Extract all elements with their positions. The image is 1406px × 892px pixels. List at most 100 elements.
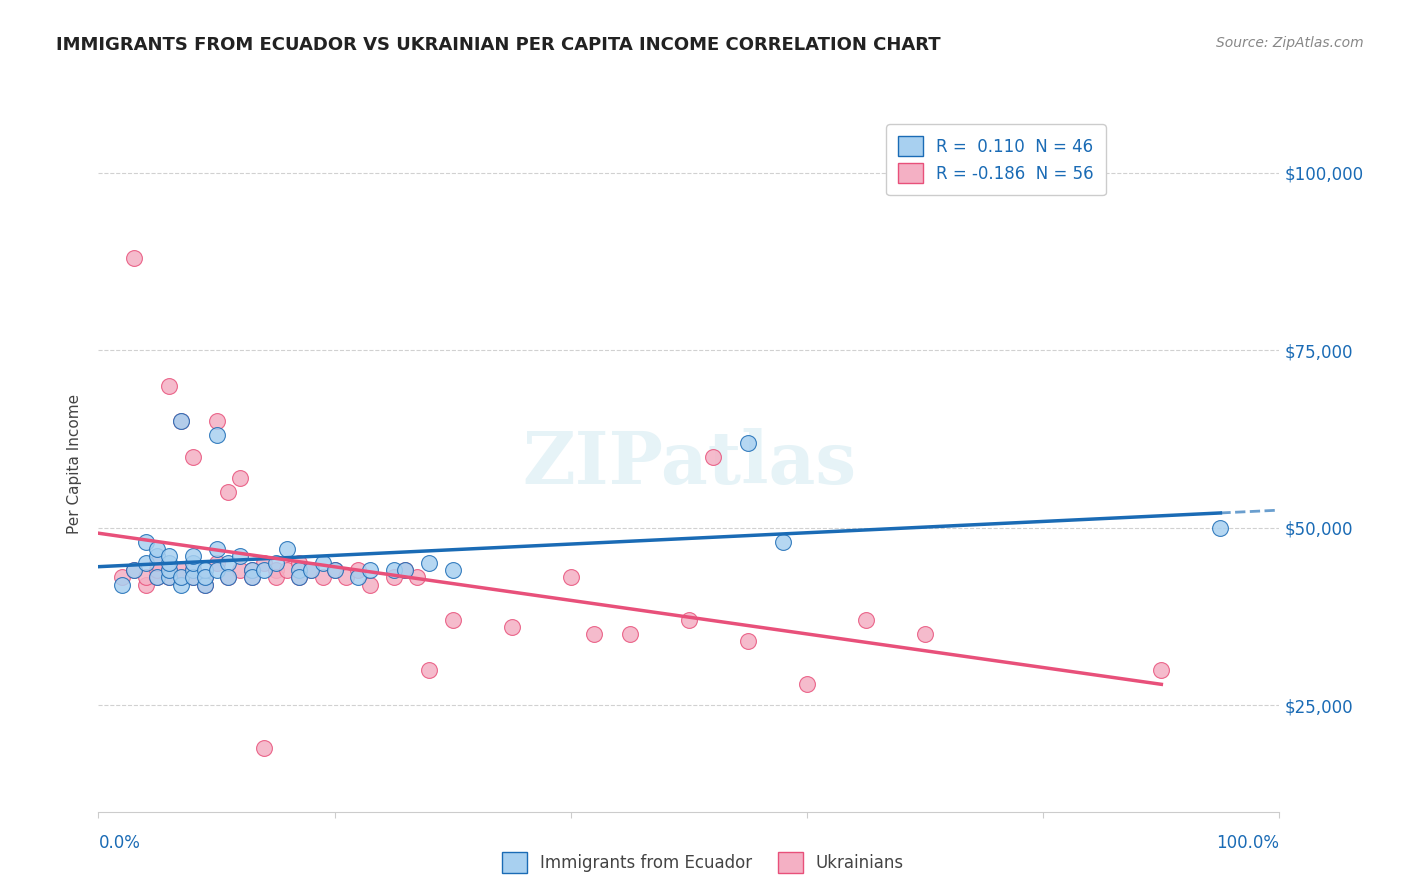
Point [111,570,134,584]
Point [157,563,180,577]
Point [194,577,217,591]
Point [170,570,193,584]
Point [146,570,169,584]
Point [702,450,724,464]
Point [157,563,180,577]
Point [264,556,287,570]
Point [170,570,193,584]
Legend: Immigrants from Ecuador, Ukrainians: Immigrants from Ecuador, Ukrainians [495,846,911,880]
Point [253,563,276,577]
Point [181,549,204,563]
Point [146,549,169,563]
Point [194,570,217,584]
Point [146,542,169,557]
Point [772,535,794,549]
Point [170,577,193,591]
Point [347,563,370,577]
Point [347,570,370,584]
Point [205,563,228,577]
Y-axis label: Per Capita Income: Per Capita Income [67,393,83,534]
Text: ZIPatlas: ZIPatlas [522,428,856,500]
Point [418,556,440,570]
Point [394,563,416,577]
Point [217,570,239,584]
Point [312,570,335,584]
Point [323,563,346,577]
Point [299,563,322,577]
Point [253,556,276,570]
Point [796,677,818,691]
Point [157,556,180,570]
Point [240,570,263,584]
Point [560,570,582,584]
Point [418,663,440,677]
Text: Source: ZipAtlas.com: Source: ZipAtlas.com [1216,36,1364,50]
Point [135,535,157,549]
Point [181,563,204,577]
Point [135,577,157,591]
Point [323,563,346,577]
Point [194,570,217,584]
Point [135,570,157,584]
Text: 0.0%: 0.0% [98,834,141,852]
Point [135,556,157,570]
Point [122,563,145,577]
Point [181,556,204,570]
Point [288,570,311,584]
Point [253,740,276,755]
Point [678,613,700,627]
Point [146,563,169,577]
Point [394,563,416,577]
Point [205,414,228,428]
Point [170,563,193,577]
Point [264,563,287,577]
Point [855,613,877,627]
Point [288,563,311,577]
Point [335,570,357,584]
Point [737,435,759,450]
Point [264,570,287,584]
Point [229,563,252,577]
Point [157,570,180,584]
Point [229,549,252,563]
Point [146,556,169,570]
Point [194,577,217,591]
Point [217,485,239,500]
Point [194,563,217,577]
Point [157,570,180,584]
Point [382,570,405,584]
Point [205,556,228,570]
Point [288,556,311,570]
Point [382,563,405,577]
Point [1209,521,1232,535]
Text: IMMIGRANTS FROM ECUADOR VS UKRAINIAN PER CAPITA INCOME CORRELATION CHART: IMMIGRANTS FROM ECUADOR VS UKRAINIAN PER… [56,36,941,54]
Point [111,577,134,591]
Point [914,627,936,641]
Point [122,563,145,577]
Point [737,634,759,648]
Point [205,542,228,557]
Point [170,414,193,428]
Point [205,428,228,442]
Point [181,570,204,584]
Point [229,471,252,485]
Point [217,556,239,570]
Point [146,570,169,584]
Point [359,563,381,577]
Point [181,563,204,577]
Point [240,570,263,584]
Point [276,563,298,577]
Point [217,570,239,584]
Point [276,542,298,557]
Point [288,570,311,584]
Point [181,450,204,464]
Point [170,414,193,428]
Text: 100.0%: 100.0% [1216,834,1279,852]
Point [157,378,180,392]
Point [441,613,464,627]
Point [240,563,263,577]
Point [583,627,606,641]
Point [312,556,335,570]
Point [359,577,381,591]
Point [501,620,523,634]
